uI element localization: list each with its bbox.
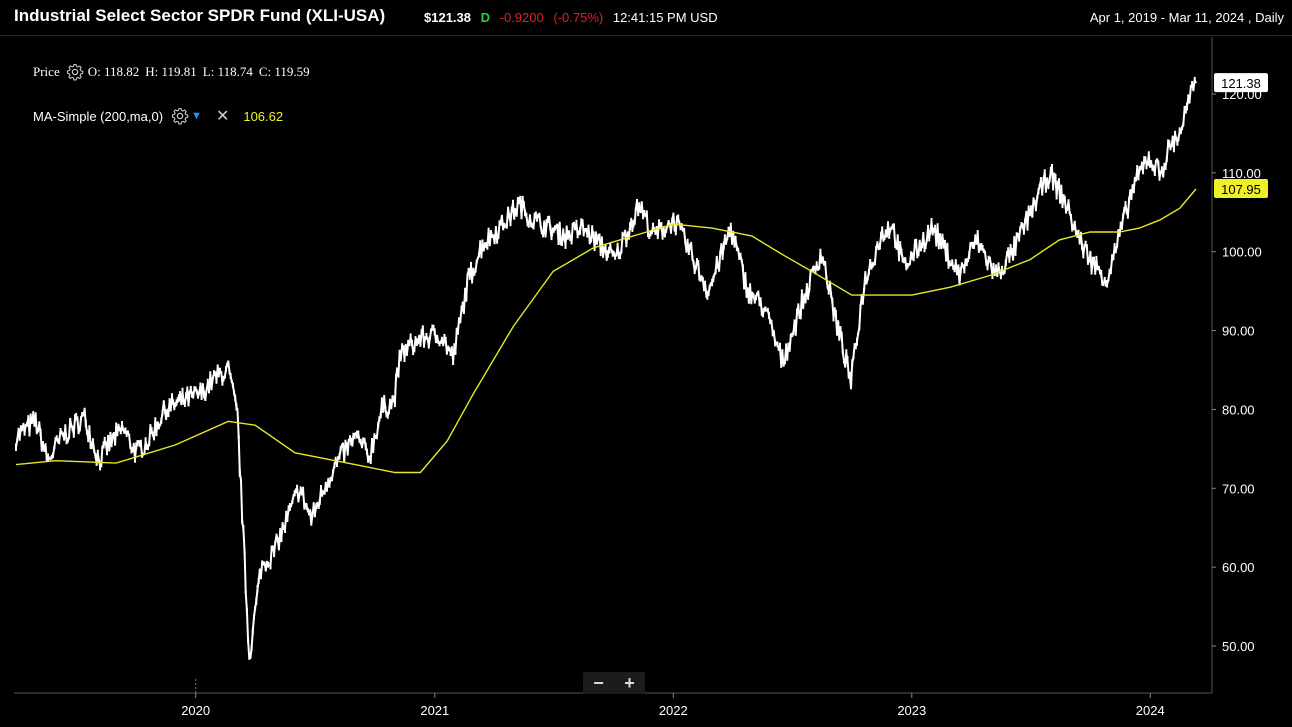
date-range[interactable]: Apr 1, 2019 - Mar 11, 2024 , Daily [1089,10,1284,25]
y-tick-label: 100.00 [1222,245,1262,260]
price-change-percent: (-0.75%) [553,10,604,25]
x-tick-label: 2022 [659,703,688,718]
chart-header: Industrial Select Sector SPDR Fund (XLI-… [0,0,1292,36]
ohlc-open: O: 118.82 [87,64,140,79]
ohlc-high: H: 119.81 [145,64,197,79]
y-tick-label: 70.00 [1222,481,1255,496]
y-tick-label: 60.00 [1222,560,1255,575]
quote-bar: $121.38 D -0.9200 (-0.75%) 12:41:15 PM U… [424,10,724,25]
y-tick-label: 80.00 [1222,402,1255,417]
gear-icon[interactable] [66,63,84,81]
price-series-line [15,78,1197,660]
security-title: Industrial Select Sector SPDR Fund (XLI-… [14,6,386,25]
x-tick-label: 2024 [1136,703,1165,718]
plus-icon[interactable]: + [624,673,635,693]
ohlc-close: C: 119.59 [258,64,310,79]
close-icon[interactable]: ✕ [215,108,230,125]
gear-icon[interactable] [171,107,189,125]
last-price-badge-label: 121.38 [1221,76,1261,91]
ma-legend-label: MA-Simple (200,ma,0) [33,108,164,124]
zoom-controls: − + [583,672,645,694]
ma-legend-value: 106.62 [243,108,284,124]
chevron-down-icon[interactable]: ▼ [191,110,202,122]
minus-icon[interactable]: − [593,673,604,693]
y-tick-label: 110.00 [1222,166,1261,181]
y-tick-label: 50.00 [1222,639,1255,654]
y-tick-label: 90.00 [1222,324,1255,339]
price-legend-label: Price [33,64,60,79]
ohlc-low: L: 118.74 [202,64,253,79]
delay-flag: D [480,10,491,25]
ma-legend: MA-Simple (200,ma,0) ▼ ✕ 106.62 [33,106,283,126]
last-ma-badge [1214,179,1268,199]
last-price-badge [1214,73,1268,93]
quote-time: 12:41:15 PM USD [612,10,718,25]
ma-series-line [15,188,1197,474]
x-tick-label: 2020 [181,703,210,718]
price-series-bars [15,76,1196,660]
last-ma-badge-label: 107.95 [1221,182,1261,197]
x-tick-label: 2023 [897,703,926,718]
x-tick-label: 2021 [420,703,449,718]
price-legend: Price O: 118.82 H: 119.81 L: 118.74 C: 1… [33,63,316,81]
last-price: $121.38 [424,10,471,25]
price-change: -0.9200 [499,10,544,25]
